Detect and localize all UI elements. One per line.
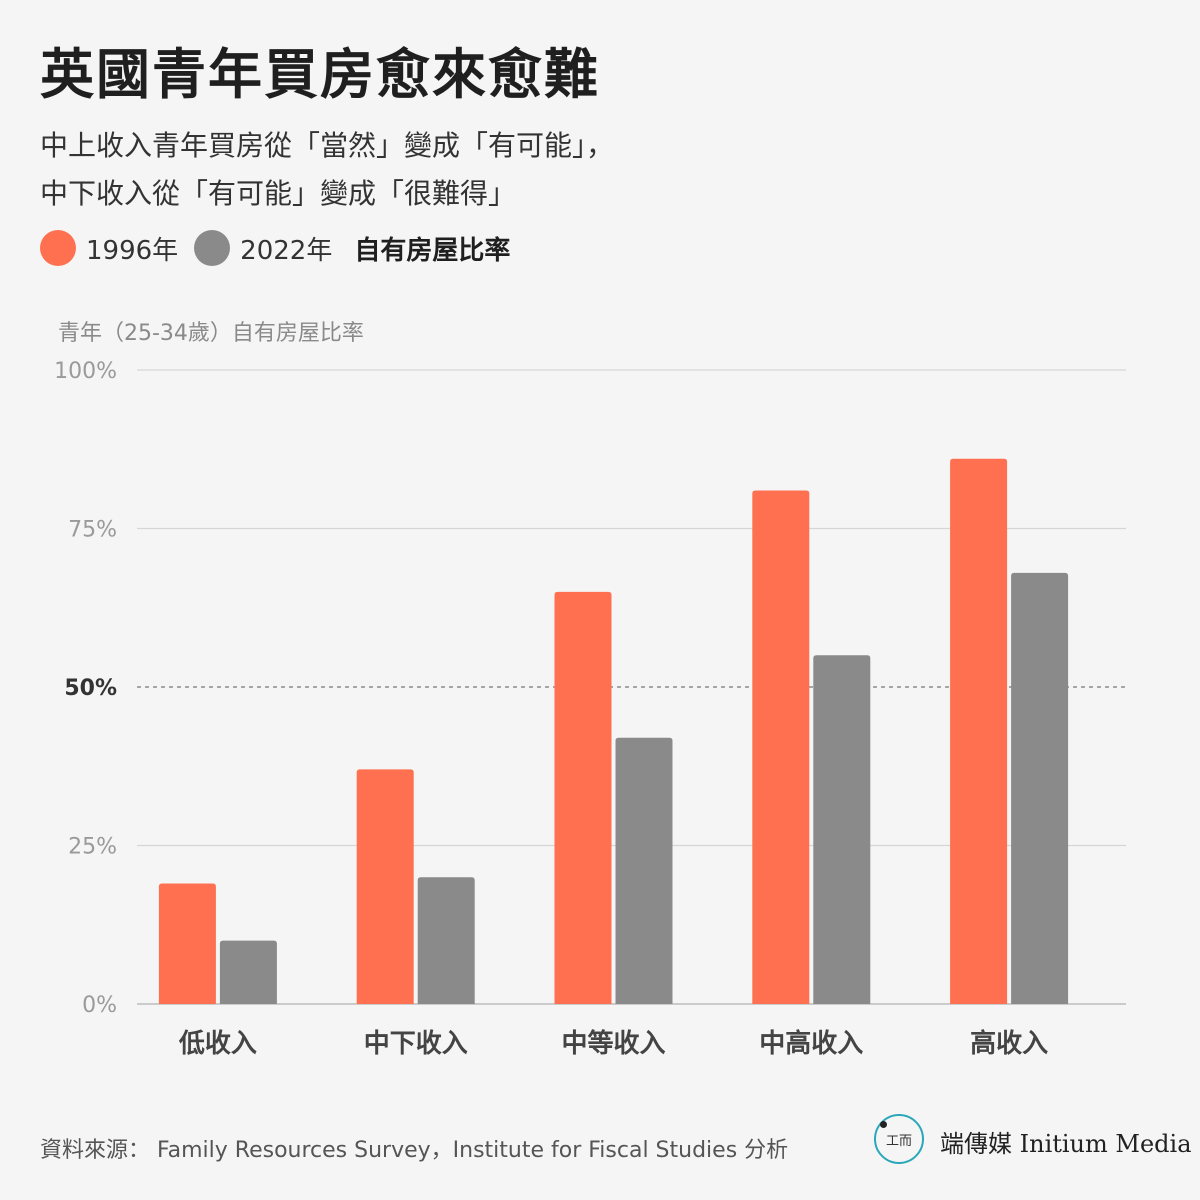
bar-1996: [950, 458, 1008, 1004]
initium-logo-icon: 工而: [874, 1114, 924, 1164]
x-tick-label: 高收入: [970, 1028, 1048, 1059]
y-tick-label: 100%: [54, 359, 117, 384]
bar-2022: [813, 655, 871, 1004]
legend-swatch-1996: [40, 230, 76, 266]
y-tick-label: 25%: [68, 835, 117, 860]
subtitle-line-1: 中上收入青年買房從「當然」變成「有可能」，: [40, 129, 615, 162]
bar-1996: [554, 591, 612, 1004]
y-tick-label: 0%: [82, 993, 117, 1018]
legend-swatch-2022: [194, 230, 231, 266]
bar-2022: [615, 737, 673, 1004]
legend: 1996年 2022年 自有房屋比率: [40, 226, 510, 270]
source-note: 資料來源： Family Resources Survey，Institute …: [40, 1138, 789, 1163]
bar-2022: [417, 877, 475, 1004]
bar-chart: 青年（25-34歲）自有房屋比率 0% 25% 50% 75% 100% 低收入 中下收入 中等…: [54, 321, 1126, 1059]
bar-1996: [356, 769, 414, 1004]
bar-2022: [1011, 572, 1069, 1004]
chart-title: 英國青年買房愈來愈難: [40, 43, 600, 106]
legend-label-1996: 1996年: [86, 235, 179, 266]
bar-2022: [219, 940, 277, 1004]
legend-title: 自有房屋比率: [354, 235, 511, 266]
subtitle-line-2: 中下收入從「有可能」變成「很難得」: [40, 177, 517, 210]
logo-glyph: 工而: [885, 1133, 912, 1149]
x-tick-label: 中下收入: [364, 1029, 468, 1059]
y-axis-label: 青年（25-34歲）自有房屋比率: [58, 321, 364, 346]
y-tick-label: 75%: [68, 518, 117, 543]
x-tick-label: 中高收入: [759, 1028, 863, 1059]
x-tick-label: 中等收入: [561, 1028, 665, 1059]
legend-label-2022: 2022年: [240, 235, 333, 266]
bar-1996: [158, 883, 216, 1004]
brand-name: 端傳媒 Initium Media: [940, 1130, 1192, 1158]
y-tick-label: 50%: [64, 676, 117, 701]
bar-1996: [752, 490, 810, 1004]
x-tick-label: 低收入: [178, 1029, 257, 1059]
